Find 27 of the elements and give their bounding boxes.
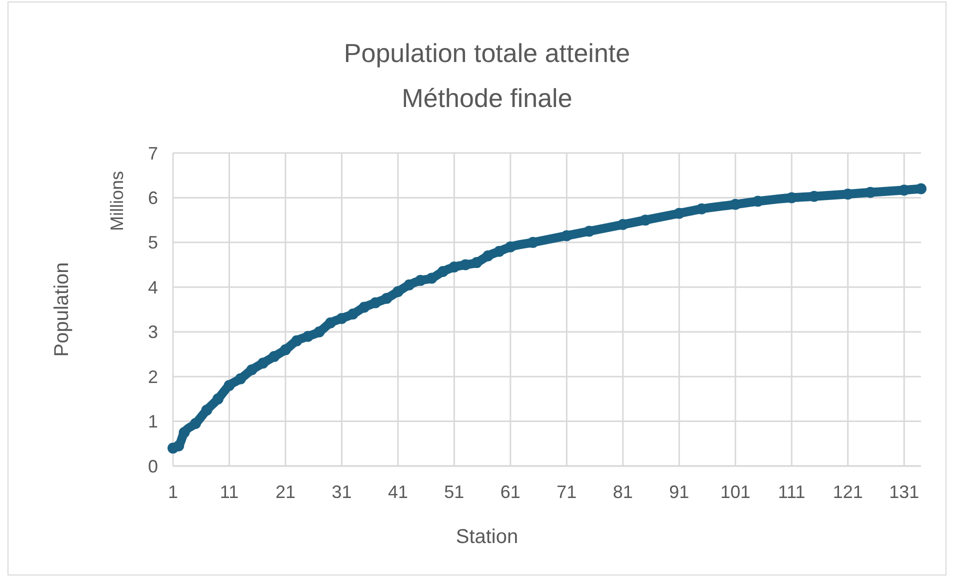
x-tick-label: 121 — [832, 482, 863, 502]
y-tick-label: 7 — [148, 143, 158, 164]
y-tick-label: 3 — [148, 322, 158, 342]
x-tick-label: 131 — [889, 482, 920, 502]
y-tick-label: 5 — [148, 232, 158, 253]
y-axis-title: Population — [51, 262, 73, 357]
x-tick-label: 31 — [332, 482, 352, 502]
chart-title: Population totale atteinte — [344, 38, 630, 68]
x-tick-label: 41 — [388, 482, 408, 502]
x-tick-label: 91 — [669, 482, 690, 502]
y-tick-label: 1 — [148, 412, 158, 432]
chart-subtitle: Méthode finale — [402, 83, 572, 113]
y-tick-label: 4 — [148, 277, 158, 298]
x-tick-label: 11 — [220, 482, 239, 502]
x-axis-title: Station — [456, 526, 518, 548]
x-tick-label: 61 — [500, 482, 520, 502]
x-tick-label: 21 — [275, 482, 296, 502]
x-tick-label: 111 — [778, 482, 806, 502]
y-tick-label: 6 — [148, 188, 158, 208]
y-tick-label: 2 — [148, 366, 158, 387]
x-tick-label: 1 — [168, 482, 178, 502]
y-tick-label: 0 — [148, 456, 158, 476]
x-tick-label: 101 — [720, 482, 750, 502]
x-tick-label: 71 — [556, 482, 577, 502]
x-tick-label: 81 — [612, 482, 633, 502]
x-tick-label: 51 — [444, 482, 464, 502]
text: Millions — [107, 170, 127, 232]
